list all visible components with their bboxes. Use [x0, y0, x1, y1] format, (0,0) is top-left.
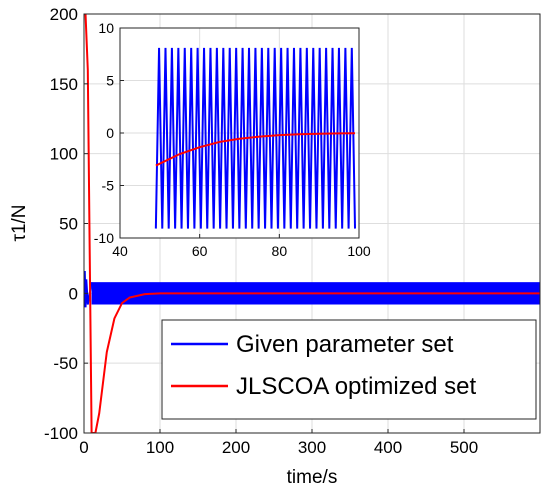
inset-x-tick-label: 100	[347, 243, 371, 259]
main-y-tick-label: 100	[50, 145, 78, 164]
inset-y-tick-label: 10	[98, 20, 114, 36]
main-x-tick-label: 500	[450, 438, 478, 457]
x-axis-label: time/s	[287, 467, 338, 488]
main-x-tick-label: 0	[79, 438, 88, 457]
inset-x-tick-label: 60	[192, 243, 208, 259]
inset-y-tick-label: 5	[106, 73, 114, 89]
inset-axes: 40 60 80 100 -10 -5 0 5 10	[94, 20, 371, 259]
legend: Given parameter set JLSCOA optimized set	[161, 319, 537, 420]
main-x-tick-label: 200	[222, 438, 250, 457]
main-y-tick-label: 0	[69, 284, 78, 303]
legend-box	[161, 319, 537, 420]
legend-label-jlscoa: JLSCOA optimized set	[236, 373, 476, 400]
main-y-tick-label: -100	[44, 424, 78, 443]
inset-y-tick-label: -5	[102, 178, 115, 194]
inset-jlscoa-line	[155, 132, 356, 167]
inset-x-tick-label: 40	[112, 243, 128, 259]
main-y-tick-label: 50	[59, 215, 78, 234]
main-x-tick-label: 100	[146, 438, 174, 457]
y-axis-label: τ1/N	[9, 204, 30, 241]
inset-y-tick-label: 0	[106, 125, 114, 141]
legend-label-given: Given parameter set	[236, 331, 454, 358]
main-y-tick-label: -50	[53, 354, 78, 373]
inset-given-oscillation	[154, 47, 357, 229]
inset-y-tick-label: -10	[94, 230, 114, 246]
inset-ticks: 40 60 80 100 -10 -5 0 5 10	[94, 20, 371, 259]
jlscoa-line	[84, 14, 540, 433]
main-y-tick-label: 150	[50, 75, 78, 94]
main-y-tick-label: 200	[50, 5, 78, 24]
main-x-tick-label: 300	[298, 438, 326, 457]
inset-series	[154, 47, 357, 229]
main-x-tick-label: 400	[374, 438, 402, 457]
inset-x-tick-label: 80	[272, 243, 288, 259]
